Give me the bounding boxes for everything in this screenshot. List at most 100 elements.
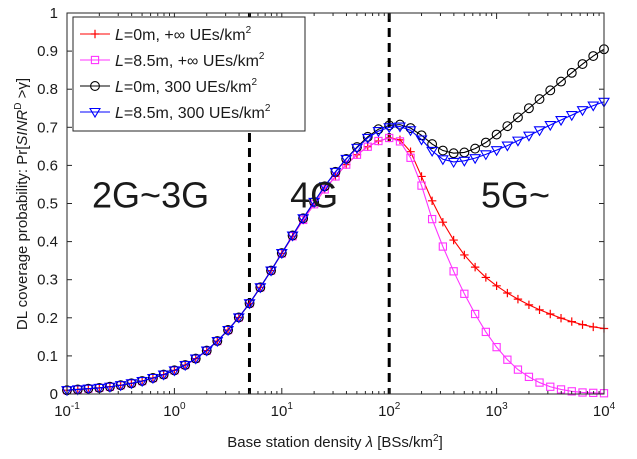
legend-item: L=8.5m, 300 UEs/km2 (80, 103, 271, 122)
data-point (480, 137, 491, 148)
legend-label-text: =8.5m, 300 UEs/km (124, 105, 265, 122)
region-label: 2G~3G (92, 174, 209, 215)
data-point (157, 370, 170, 381)
data-point (460, 289, 469, 298)
data-point (90, 81, 100, 91)
legend-label-sup: 2 (259, 51, 265, 62)
data-point (200, 346, 213, 357)
data-point (545, 85, 556, 96)
data-point (394, 122, 406, 133)
y-tick-label: 0 (50, 386, 58, 403)
data-point (427, 196, 437, 206)
y-tick-label: 0.1 (37, 348, 58, 365)
data-point (243, 299, 256, 310)
x-tick-base: 10 (485, 403, 502, 420)
series-triangle-down (61, 97, 610, 397)
data-point (427, 139, 438, 150)
data-point (395, 137, 405, 146)
x-axis-label-unit: [BSs/km (373, 434, 433, 451)
x-axis-label-sup: 2 (433, 433, 439, 444)
x-tick-base: 10 (593, 403, 610, 420)
data-point (458, 156, 471, 167)
y-tick-label: 0.7 (37, 119, 58, 136)
legend-label-sup: 2 (246, 25, 252, 36)
data-point (565, 111, 578, 122)
data-point (470, 262, 480, 272)
data-point (567, 317, 576, 326)
data-point (567, 387, 576, 396)
data-point (502, 121, 513, 132)
y-axis-label-symbol: SINR (14, 110, 31, 146)
data-point (438, 217, 448, 227)
data-point (588, 51, 599, 62)
data-point (589, 322, 598, 332)
data-point (395, 135, 405, 145)
legend-label-sup: 2 (265, 103, 271, 114)
x-tick-label: 102 (378, 401, 401, 420)
x-tick-exponent: 4 (610, 401, 616, 412)
data-point (546, 309, 555, 319)
data-point (513, 294, 523, 304)
data-point (437, 145, 448, 156)
y-tick-label: 0.2 (37, 310, 58, 327)
data-point (555, 116, 567, 127)
data-point (447, 157, 460, 169)
data-point (535, 378, 544, 387)
data-point (436, 155, 449, 166)
data-point (481, 327, 490, 337)
y-axis-label-text: DL coverage probability: Pr[ (14, 145, 31, 330)
data-point (385, 133, 394, 143)
x-tick-label: 101 (271, 401, 294, 420)
data-point (362, 131, 373, 142)
data-point (71, 385, 84, 396)
data-point (82, 384, 95, 395)
legend-item: L=0m, 300 UEs/km2 (80, 77, 258, 96)
y-tick-label: 0.8 (37, 81, 58, 98)
data-point (275, 248, 288, 260)
legend-label-sup: 2 (252, 77, 258, 88)
y-tick-label: 0.4 (37, 234, 58, 251)
data-point (417, 172, 426, 181)
data-point (481, 273, 491, 282)
data-point (469, 154, 482, 165)
legend-box (72, 16, 306, 132)
data-point (448, 148, 459, 159)
data-point (93, 383, 106, 394)
data-point (426, 146, 439, 158)
data-point (492, 281, 501, 290)
data-point (179, 360, 192, 372)
data-point (329, 167, 342, 178)
data-point (406, 153, 415, 162)
series-layer (61, 44, 610, 398)
data-point (417, 181, 426, 190)
data-point (342, 160, 351, 169)
data-point (524, 300, 534, 310)
data-point (189, 354, 202, 365)
x-axis-label-end: ] (439, 434, 443, 451)
data-point (168, 366, 181, 377)
data-point (318, 182, 331, 193)
legend-item: L=0m, +∞ UEs/km2 (80, 25, 252, 44)
data-point (534, 94, 545, 105)
y-tick-label: 0.3 (37, 272, 58, 289)
x-tick-base: 10 (271, 403, 288, 420)
y-axis-label: DL coverage probability: Pr[SINRD >γ] (13, 78, 31, 330)
x-tick-label: 10-1 (54, 401, 80, 420)
data-point (492, 342, 501, 352)
x-axis-label-symbol: λ (365, 434, 373, 451)
legend-label-symbol: L (115, 53, 124, 70)
y-tick-label: 0.5 (37, 196, 58, 213)
data-point (136, 376, 149, 388)
data-point (546, 382, 555, 391)
data-point (103, 382, 116, 393)
data-point (523, 103, 534, 114)
data-point (513, 365, 523, 374)
data-point (361, 133, 374, 145)
x-tick-exponent: 1 (287, 401, 293, 412)
x-tick-label: 100 (163, 401, 186, 420)
data-point (503, 288, 512, 298)
y-tick-label: 0.9 (37, 43, 58, 60)
data-point (512, 112, 523, 123)
